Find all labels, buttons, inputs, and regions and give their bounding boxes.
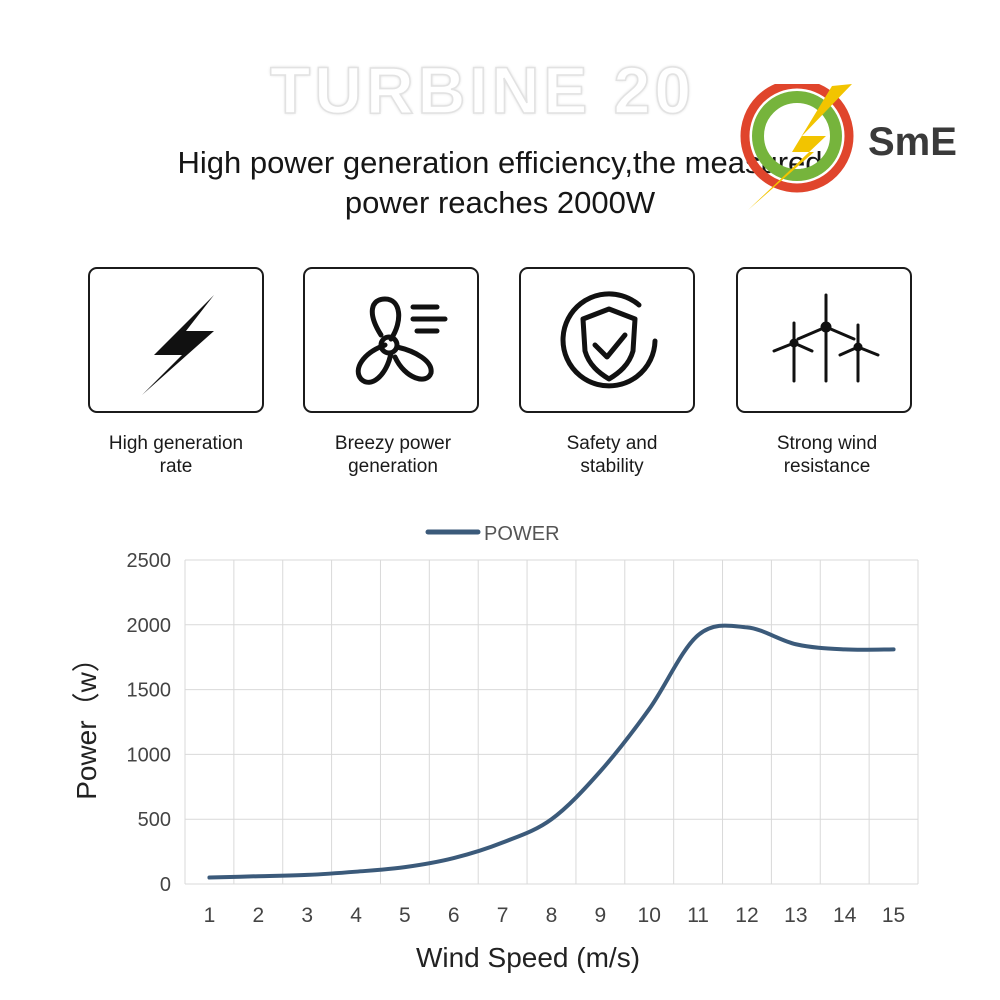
x-tick-label: 5 (399, 904, 411, 927)
x-tick-label: 6 (448, 904, 460, 927)
x-tick-label: 4 (350, 904, 362, 927)
feature-label-high-generation: High generation rate (108, 433, 244, 477)
x-tick-label: 15 (882, 904, 905, 927)
x-tick-label: 7 (497, 904, 509, 927)
x-tick-label: 10 (638, 904, 661, 927)
subtitle: High power generation efficiency,the mea… (100, 143, 900, 223)
feature-label-wind-resistance: Strong wind resistance (776, 433, 878, 477)
y-tick-label: 2500 (127, 550, 172, 572)
y-tick-label: 2000 (127, 615, 172, 637)
y-tick-label: 0 (160, 874, 171, 896)
series-line-power (207, 623, 896, 880)
x-tick-label: 8 (546, 904, 558, 927)
shield-check-icon (560, 291, 658, 389)
x-axis-label: Wind Speed (m/s) (416, 942, 640, 973)
y-tick-label: 1500 (127, 680, 172, 702)
x-tick-label: 3 (301, 904, 313, 927)
brand-logo (740, 84, 854, 210)
chart-series (207, 623, 896, 880)
feature-label-safety: Safety and stability (566, 433, 658, 477)
wind-turbines-icon (772, 293, 880, 383)
y-tick-label: 1000 (127, 744, 172, 766)
chart-grid (184, 559, 919, 885)
feature-card-wind-resistance (736, 267, 912, 413)
subtitle-line-2: power reaches 2000W (344, 185, 656, 220)
legend-label-power: POWER (484, 523, 560, 545)
y-tick-label: 500 (138, 809, 171, 831)
y-axis-ticks: 0 500 1000 1500 2000 2500 (127, 550, 172, 896)
x-tick-label: 12 (735, 904, 758, 927)
hero-title: TURBINE 20 (269, 52, 696, 128)
x-axis-ticks: 1 2 3 4 5 6 7 8 9 10 11 12 13 14 15 (204, 904, 906, 927)
x-tick-label: 2 (252, 904, 264, 927)
feature-label-breezy-power: Breezy power generation (334, 433, 452, 477)
brand-name: SmE (868, 120, 957, 164)
x-tick-label: 1 (204, 904, 216, 927)
fan-blade-icon (355, 296, 448, 385)
x-tick-label: 9 (595, 904, 607, 927)
lightning-icon (142, 295, 214, 395)
feature-card-safety (519, 267, 695, 413)
subtitle-line-1: High power generation efficiency,the mea… (177, 145, 823, 180)
x-tick-label: 13 (784, 904, 807, 927)
feature-card-breezy-power (303, 267, 479, 413)
y-axis-label: Power（w） (71, 644, 102, 800)
feature-card-high-generation (88, 267, 264, 413)
x-tick-label: 14 (833, 904, 857, 927)
chart-legend: POWER (425, 523, 560, 545)
x-tick-label: 11 (687, 904, 709, 927)
